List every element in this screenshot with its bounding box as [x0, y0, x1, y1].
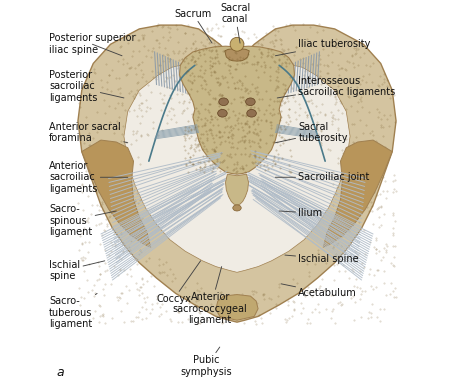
Ellipse shape [233, 205, 241, 211]
Polygon shape [216, 294, 258, 320]
Text: Interosseous
sacroiliac ligaments: Interosseous sacroiliac ligaments [277, 76, 396, 98]
Text: Ilium: Ilium [279, 208, 322, 218]
Circle shape [230, 37, 244, 51]
Ellipse shape [219, 98, 228, 106]
Text: Acetabulum: Acetabulum [281, 284, 357, 298]
Text: Sacral
tuberosity: Sacral tuberosity [275, 121, 348, 143]
Ellipse shape [218, 109, 227, 117]
Text: Sacroiliac joint: Sacroiliac joint [275, 172, 370, 182]
Text: Iliac tuberosity: Iliac tuberosity [275, 39, 371, 56]
Text: a: a [57, 366, 64, 379]
Text: Anterior
sacroiliac
ligaments: Anterior sacroiliac ligaments [49, 161, 128, 194]
Polygon shape [226, 174, 248, 205]
Text: Ischial
spine: Ischial spine [49, 260, 105, 281]
Text: Ischial spine: Ischial spine [285, 254, 359, 264]
Text: Anterior sacral
foramina: Anterior sacral foramina [49, 121, 128, 143]
Polygon shape [323, 140, 392, 248]
Polygon shape [78, 25, 396, 322]
Text: Posterior superior
iliac spine: Posterior superior iliac spine [49, 33, 136, 56]
Polygon shape [82, 140, 151, 248]
Text: Sacrum: Sacrum [174, 9, 212, 43]
Polygon shape [124, 63, 350, 272]
Ellipse shape [246, 98, 255, 106]
Text: Anterior
sacrococcygeal
ligament: Anterior sacrococcygeal ligament [173, 267, 247, 325]
Text: Coccyx: Coccyx [156, 261, 201, 304]
Polygon shape [180, 46, 294, 174]
Text: Sacro-
spinous
ligament: Sacro- spinous ligament [49, 204, 116, 237]
Text: Sacral
canal: Sacral canal [220, 3, 250, 43]
Text: Sacro-
tuberous
ligament: Sacro- tuberous ligament [49, 293, 97, 329]
Text: Posterior
sacroiliac
ligaments: Posterior sacroiliac ligaments [49, 70, 124, 103]
Text: Pubic
symphysis: Pubic symphysis [181, 347, 232, 377]
Polygon shape [225, 49, 249, 61]
Ellipse shape [247, 109, 256, 117]
